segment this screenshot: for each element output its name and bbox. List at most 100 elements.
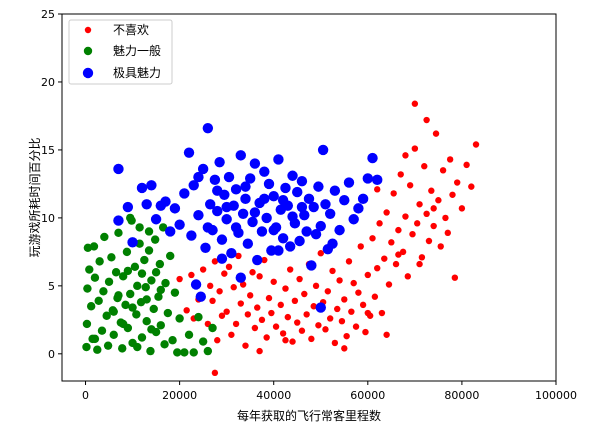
data-point-series-0-33 bbox=[268, 309, 275, 317]
data-point-series-0-13 bbox=[221, 270, 228, 277]
data-point-series-2-5 bbox=[141, 199, 152, 210]
data-point-series-1-27 bbox=[121, 300, 130, 310]
data-point-series-1-4 bbox=[85, 265, 94, 274]
data-point-series-1-45 bbox=[149, 304, 158, 314]
data-point-series-0-39 bbox=[282, 285, 289, 292]
data-point-series-0-37 bbox=[277, 301, 284, 309]
data-point-series-2-38 bbox=[244, 173, 256, 184]
data-point-series-2-73 bbox=[327, 238, 338, 249]
data-point-series-1-0 bbox=[82, 342, 91, 352]
data-point-series-0-97 bbox=[418, 254, 426, 261]
data-point-series-0-35 bbox=[272, 323, 280, 330]
data-point-series-0-88 bbox=[397, 171, 404, 178]
data-point-series-2-58 bbox=[292, 186, 303, 198]
data-point-series-0-89 bbox=[399, 248, 407, 256]
data-point-series-2-83 bbox=[372, 174, 383, 186]
data-point-series-2-25 bbox=[214, 156, 225, 168]
data-point-series-1-57 bbox=[170, 288, 180, 297]
data-point-series-0-107 bbox=[442, 214, 449, 222]
data-point-series-0-10 bbox=[214, 337, 221, 344]
data-point-series-2-34 bbox=[235, 150, 246, 161]
data-point-series-1-5 bbox=[86, 302, 96, 311]
data-point-series-2-19 bbox=[200, 242, 211, 253]
legend-label-dislike: 不喜欢 bbox=[113, 22, 149, 37]
data-point-series-0-38 bbox=[279, 330, 287, 337]
data-point-series-0-53 bbox=[315, 322, 322, 329]
data-point-series-0-109 bbox=[446, 156, 454, 163]
data-point-series-2-14 bbox=[183, 147, 195, 158]
data-point-series-1-2 bbox=[83, 284, 92, 293]
data-point-series-2-79 bbox=[353, 203, 364, 214]
data-point-series-2-61 bbox=[299, 209, 310, 221]
data-point-series-1-20 bbox=[109, 330, 118, 339]
data-point-series-1-69 bbox=[118, 319, 128, 329]
y-tick-label-2: 10 bbox=[41, 212, 55, 225]
data-point-series-2-11 bbox=[169, 203, 181, 214]
data-point-series-1-80 bbox=[144, 227, 154, 236]
data-point-series-0-74 bbox=[364, 271, 372, 279]
data-point-series-2-28 bbox=[221, 214, 232, 225]
data-point-series-0-111 bbox=[454, 179, 461, 186]
data-point-series-2-98 bbox=[315, 302, 326, 313]
data-point-series-1-13 bbox=[99, 287, 108, 296]
data-point-series-1-50 bbox=[156, 321, 165, 330]
data-point-series-0-70 bbox=[355, 289, 362, 296]
legend-marker-dislike bbox=[84, 26, 92, 34]
data-point-series-1-76 bbox=[151, 268, 161, 277]
data-point-series-0-112 bbox=[458, 205, 466, 212]
data-point-series-1-1 bbox=[82, 319, 92, 329]
data-point-series-2-53 bbox=[280, 182, 291, 194]
data-point-series-2-97 bbox=[235, 272, 246, 283]
data-point-series-1-7 bbox=[89, 242, 99, 251]
data-point-series-1-12 bbox=[97, 326, 107, 335]
data-point-series-0-87 bbox=[395, 226, 402, 234]
data-point-series-2-17 bbox=[193, 209, 204, 221]
data-point-series-2-39 bbox=[247, 216, 258, 228]
data-point-series-1-48 bbox=[154, 292, 163, 301]
data-point-series-1-58 bbox=[173, 348, 182, 357]
data-point-series-0-23 bbox=[244, 311, 252, 318]
data-point-series-0-43 bbox=[291, 297, 299, 305]
data-point-series-0-116 bbox=[211, 369, 219, 377]
data-point-series-0-114 bbox=[468, 183, 475, 190]
y-tick-label-1: 5 bbox=[48, 280, 55, 293]
data-point-series-2-92 bbox=[268, 224, 279, 236]
data-point-series-1-73 bbox=[137, 269, 147, 278]
data-point-series-2-21 bbox=[205, 199, 216, 210]
data-point-series-1-43 bbox=[146, 346, 155, 356]
y-tick-label-0: 0 bbox=[48, 348, 55, 361]
data-point-series-0-102 bbox=[430, 222, 437, 230]
data-point-series-0-17 bbox=[230, 284, 237, 291]
data-point-series-0-45 bbox=[296, 275, 303, 283]
data-point-series-2-63 bbox=[303, 193, 315, 205]
data-point-series-0-47 bbox=[301, 290, 308, 298]
data-point-series-0-15 bbox=[225, 263, 233, 271]
data-point-series-2-94 bbox=[287, 211, 298, 222]
data-point-series-2-75 bbox=[334, 224, 345, 236]
data-point-series-0-1 bbox=[183, 307, 190, 314]
data-point-series-1-17 bbox=[104, 277, 114, 286]
data-point-series-0-117 bbox=[256, 347, 263, 355]
data-point-series-0-106 bbox=[439, 167, 447, 174]
data-point-series-1-38 bbox=[137, 333, 147, 342]
data-point-series-0-61 bbox=[334, 305, 341, 313]
data-point-series-2-78 bbox=[348, 214, 359, 225]
data-point-series-0-86 bbox=[392, 260, 400, 268]
data-point-series-0-120 bbox=[383, 331, 390, 338]
data-point-series-2-62 bbox=[301, 226, 312, 237]
data-point-series-0-22 bbox=[242, 342, 249, 349]
data-point-series-0-58 bbox=[326, 315, 334, 322]
legend-label-average: 魅力一般 bbox=[113, 43, 161, 58]
data-point-series-0-54 bbox=[317, 250, 324, 257]
data-point-series-0-14 bbox=[223, 308, 230, 315]
data-point-series-2-100 bbox=[216, 253, 228, 264]
data-point-series-0-18 bbox=[232, 320, 240, 328]
data-point-series-1-42 bbox=[144, 246, 154, 255]
data-point-series-0-105 bbox=[437, 243, 444, 250]
data-point-series-1-68 bbox=[114, 291, 123, 300]
data-point-series-1-9 bbox=[93, 345, 102, 354]
y-tick-label-4: 20 bbox=[41, 76, 55, 89]
data-point-series-1-34 bbox=[132, 310, 141, 319]
data-point-series-1-59 bbox=[175, 314, 184, 323]
data-point-series-0-52 bbox=[312, 282, 320, 290]
